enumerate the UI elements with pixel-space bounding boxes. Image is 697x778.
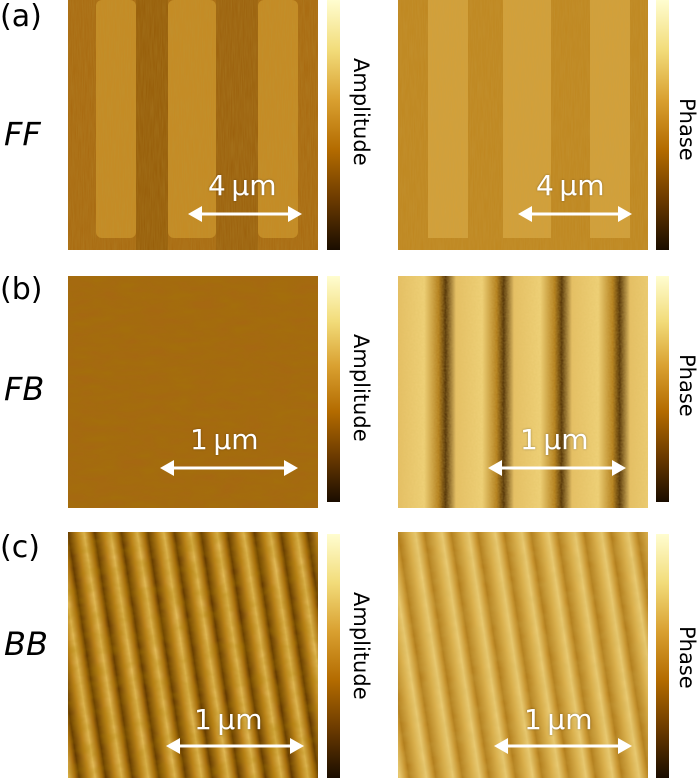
colorbar-label-ff-phase: Phase [675,98,697,161]
colorbar-label-bb-amplitude: Amplitude [349,592,373,700]
afm-image-bb-amplitude [68,532,318,778]
afm-image-fb-phase [398,276,648,508]
afm-image-ff-amplitude [68,0,318,250]
panel-letter-c: (c) [0,530,40,565]
row-label-ff: FF [4,115,41,153]
afm-image-ff-phase [398,0,648,250]
colorbar-label-fb-amplitude: Amplitude [349,334,373,442]
row-label-bb: BB [4,625,48,663]
colorbar-bb-amplitude [327,534,340,778]
row-label-fb: FB [4,370,45,408]
colorbar-label-bb-phase: Phase [675,626,697,689]
colorbar-bb-phase [656,534,669,778]
panel-letter-a: (a) [0,0,42,34]
colorbar-fb-amplitude [327,276,340,502]
colorbar-label-fb-phase: Phase [675,354,697,417]
colorbar-label-ff-amplitude: Amplitude [349,58,373,166]
colorbar-ff-phase [656,0,669,250]
afm-image-bb-phase [398,532,648,778]
colorbar-fb-phase [656,276,669,502]
panel-letter-b: (b) [0,272,43,307]
colorbar-ff-amplitude [327,0,340,250]
